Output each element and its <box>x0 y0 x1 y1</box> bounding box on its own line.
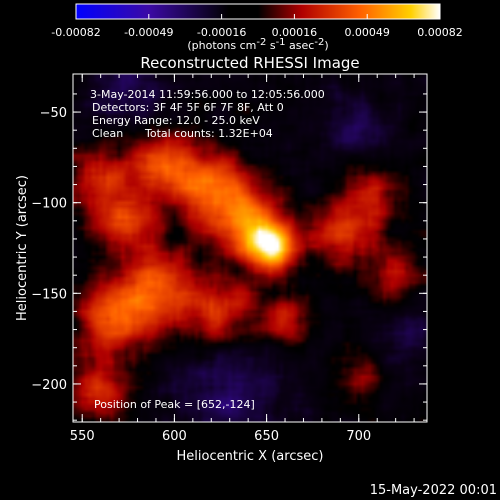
colorbar-tick-labels: -0.00082 -0.00049 -0.00016 0.00016 0.00049 0.… <box>51 26 462 39</box>
x-tick-label: 700 <box>346 429 371 444</box>
time-range-text: 3-May-2014 11:59:56.000 to 12:05:56.000 <box>90 88 325 101</box>
colorbar-tick-label: 0.00049 <box>344 26 390 39</box>
energy-range-text: Energy Range: 12.0 - 25.0 keV <box>92 114 260 127</box>
total-counts-text: Total counts: 1.32E+04 <box>144 127 273 140</box>
plot-frame <box>72 73 428 423</box>
colorbar-tick-label: -0.00082 <box>51 26 100 39</box>
colorbar-ticks <box>75 14 441 19</box>
colorbar-frame <box>75 3 441 20</box>
y-tick-label: −100 <box>31 197 67 212</box>
peak-position-text: Position of Peak = [652,-124] <box>94 398 255 411</box>
x-tick-label: 550 <box>70 429 95 444</box>
algorithm-text: Clean <box>92 127 123 140</box>
y-tick-label: −200 <box>31 378 67 393</box>
colorbar-tick-label: 0.00016 <box>272 26 318 39</box>
detectors-text: Detectors: 3F 4F 5F 6F 7F 8F, Att 0 <box>92 101 284 114</box>
y-axis-ticks: −50 −100 −150 −200 <box>31 93 427 421</box>
chart-title: Reconstructed RHESSI Image <box>140 54 359 72</box>
colorbar-tick-label: -0.00049 <box>124 26 173 39</box>
x-axis-label: Heliocentric X (arcsec) <box>177 449 324 464</box>
colorbar-tick-label: -0.00016 <box>197 26 246 39</box>
x-tick-label: 650 <box>254 429 279 444</box>
footer-date: 15-May-2022 00:01 <box>370 483 497 498</box>
x-axis-ticks: 550 600 650 700 <box>70 74 415 444</box>
colorbar-unit-label: (photons cm-2 s-1 asec-2) <box>187 37 328 52</box>
y-tick-label: −150 <box>31 287 67 302</box>
colorbar-tick-label: 0.00082 <box>417 26 463 39</box>
x-tick-label: 600 <box>162 429 187 444</box>
colorbar <box>76 4 440 19</box>
y-tick-label: −50 <box>40 106 67 121</box>
heatmap-image <box>73 74 427 422</box>
y-axis-label: Heliocentric Y (arcsec) <box>15 175 30 321</box>
